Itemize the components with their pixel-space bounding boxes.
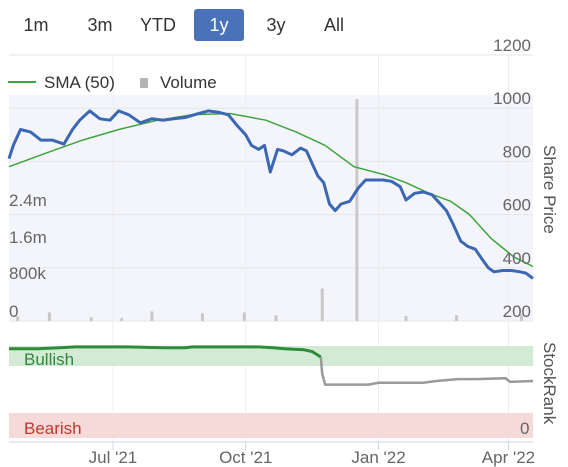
- share-price-tick-400: 400: [503, 249, 531, 268]
- volume-legend-swatch: [140, 78, 148, 88]
- range-button-all[interactable]: All: [312, 9, 356, 41]
- volume-bar-12: [519, 314, 523, 321]
- range-button-ytd[interactable]: YTD: [132, 9, 184, 41]
- x-tick-label-1: Oct '21: [219, 448, 272, 467]
- share-price-tick-1200: 1200: [493, 36, 531, 55]
- range-button-3y[interactable]: 3y: [254, 9, 298, 41]
- bearish-band: [9, 413, 533, 438]
- sma-legend-label: SMA (50): [44, 73, 115, 92]
- share-price-tick-1000: 1000: [493, 89, 531, 108]
- range-button-1m[interactable]: 1m: [16, 9, 56, 41]
- x-tick-label-3: Apr '22: [482, 448, 535, 467]
- bullish-band-label: Bullish: [24, 350, 74, 369]
- volume-legend-label: Volume: [160, 73, 217, 92]
- bullish-band: [9, 346, 533, 366]
- volume-bar-3: [120, 318, 124, 321]
- x-tick-label-0: Jul '21: [89, 448, 138, 467]
- sma-series-line: [8, 112, 534, 268]
- stockrank-axis-title: StockRank: [540, 342, 559, 425]
- price-plot-background: [9, 95, 533, 321]
- stockrank-tick-0: 0: [520, 419, 529, 438]
- volume-bar-10: [404, 316, 408, 321]
- stockrank-line-bullish: [9, 345, 322, 359]
- volume-bar-7: [274, 315, 278, 321]
- x-tick-label-2: Jan '22: [351, 448, 405, 467]
- volume-bar-8: [320, 288, 324, 321]
- volume-bar-1: [47, 312, 51, 321]
- volume-bar-6: [242, 312, 246, 321]
- volume-tick-2: 1.6m: [9, 228, 47, 247]
- volume-bar-9: [355, 99, 359, 322]
- volume-tick-1: 800k: [9, 264, 46, 283]
- volume-bar-4: [150, 311, 154, 321]
- volume-bar-2: [89, 317, 93, 321]
- share-price-tick-200: 200: [503, 302, 531, 321]
- bearish-band-label: Bearish: [24, 419, 82, 438]
- volume-tick-3: 2.4m: [9, 191, 47, 210]
- stockrank-line: [319, 356, 534, 386]
- volume-bar-11: [454, 315, 458, 321]
- share-price-axis-title: Share Price: [540, 145, 559, 234]
- range-button-1y[interactable]: 1y: [194, 9, 244, 41]
- share-price-tick-800: 800: [503, 142, 531, 161]
- share-price-series-line: [7, 109, 534, 280]
- volume-bar-5: [200, 313, 204, 321]
- share-price-tick-600: 600: [503, 196, 531, 215]
- range-button-3m[interactable]: 3m: [80, 9, 120, 41]
- volume-bar-0: [16, 316, 20, 321]
- volume-tick-0: 0: [9, 302, 18, 321]
- chart-legend[interactable]: SMA (50) Volume: [8, 73, 217, 92]
